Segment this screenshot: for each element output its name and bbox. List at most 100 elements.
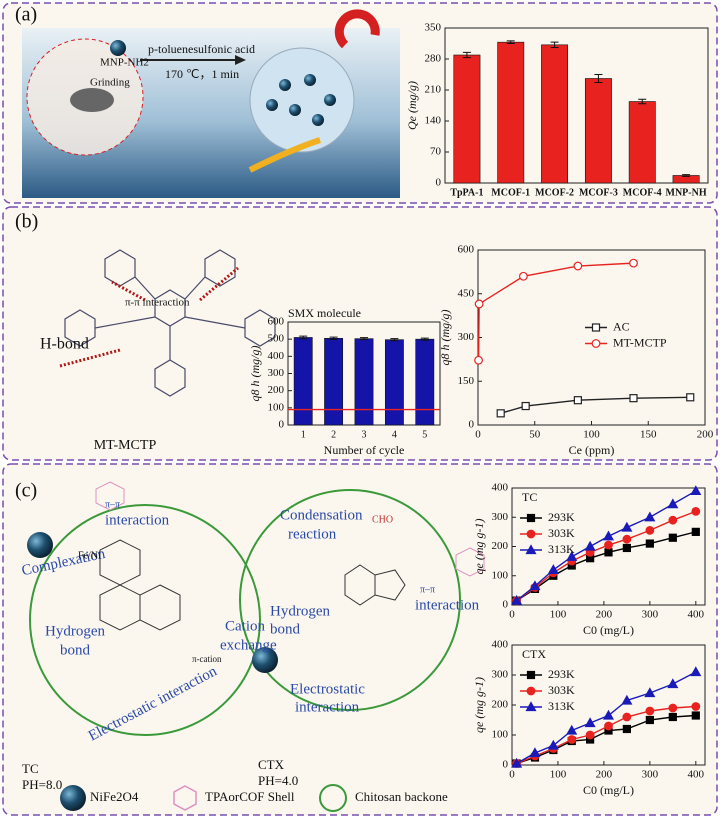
drug-label: TC: [22, 761, 39, 776]
y-tick-label: 600: [268, 316, 285, 328]
series-line: [516, 510, 697, 602]
error-bar: [360, 337, 368, 341]
bar: [384, 339, 404, 426]
marker: [519, 271, 528, 281]
y-tick-label: 200: [268, 384, 285, 396]
step-label: Grinding: [90, 77, 130, 89]
y-axis-label: qe (mg g-1): [472, 677, 486, 733]
y-axis-label: Qe (mg/g): [405, 81, 419, 130]
marker: [525, 544, 537, 555]
marker: [511, 594, 523, 605]
molecule-structure: [99, 539, 406, 631]
chart-title: CTX: [522, 647, 546, 661]
marker: [690, 666, 702, 677]
interaction-label: reaction: [288, 526, 337, 542]
bar: [497, 41, 525, 184]
legend-label: 303K: [548, 683, 575, 697]
error-bar: [594, 74, 603, 83]
marker: [668, 533, 677, 542]
marker: [526, 670, 536, 680]
bar: [415, 338, 435, 426]
marker: [604, 721, 613, 731]
marker: [474, 355, 483, 365]
error-bar: [390, 338, 399, 342]
arrow-head: [235, 55, 246, 65]
series-line: [516, 705, 696, 765]
marker: [526, 513, 536, 523]
legend-icon: [319, 784, 347, 812]
marker: [584, 540, 596, 551]
marker: [529, 747, 541, 758]
shell-icon: [95, 481, 125, 511]
marker: [474, 299, 484, 309]
x-tick-label: 50: [529, 429, 541, 441]
x-axis-label: Ce (ppm): [569, 443, 615, 457]
series-line: [516, 490, 697, 602]
marker: [621, 694, 633, 705]
marker: [686, 393, 695, 402]
interaction-label: H-bond: [40, 336, 89, 353]
x-tick-label: MCOF-3: [579, 187, 618, 198]
legend-label: NiFe2O4: [90, 789, 139, 804]
x-tick-label: 100: [550, 769, 567, 781]
panel-frame: [2, 206, 718, 461]
marker: [629, 394, 638, 403]
x-tick-label: MNP-NH: [666, 187, 707, 198]
y-tick-label: 150: [458, 375, 475, 387]
y-tick-label: 100: [268, 401, 285, 413]
series-line: [516, 714, 696, 765]
x-axis-label: C0 (mg/L): [583, 783, 634, 797]
series-line: [516, 531, 696, 602]
marker: [622, 724, 631, 734]
marker: [547, 564, 559, 574]
x-tick-label: 0: [509, 609, 515, 621]
legend-label: 293K: [548, 510, 575, 524]
marker: [691, 507, 701, 516]
x-tick-label: 0: [475, 429, 481, 441]
y-tick-label: 0: [503, 759, 509, 771]
x-tick-label: 400: [688, 769, 705, 781]
error-bar: [550, 41, 559, 48]
interaction-label: interaction: [105, 512, 170, 528]
marker: [667, 498, 679, 509]
chart-title: SMX molecule: [288, 306, 361, 320]
marker: [525, 701, 537, 712]
marker: [645, 539, 654, 548]
marker: [566, 724, 578, 735]
interaction-label: π-π interaction: [125, 297, 190, 309]
ph-label: PH=8.0: [22, 777, 62, 792]
y-tick-label: 300: [458, 331, 475, 343]
marker: [566, 551, 578, 561]
bar: [453, 54, 481, 184]
x-axis-label: Number of cycle: [324, 443, 405, 457]
error-bar: [329, 336, 338, 341]
interaction-label: Condensation: [280, 507, 363, 523]
panel-label: (b): [15, 211, 38, 233]
error-bar: [420, 337, 429, 341]
legend-label: 293K: [548, 667, 575, 681]
chart-title: TC: [522, 490, 537, 504]
x-tick-label: 200: [596, 609, 613, 621]
legend-icon: [60, 785, 86, 811]
x-tick-label: 200: [596, 769, 613, 781]
y-tick-label: 300: [268, 367, 285, 379]
marker: [511, 757, 523, 768]
y-axis-label: qe (mg g-1): [472, 519, 486, 575]
particle: [110, 40, 126, 56]
marker: [644, 511, 656, 522]
legend-label: 313K: [548, 699, 575, 713]
mortar: [70, 88, 114, 112]
error-bar: [299, 335, 308, 340]
x-tick-label: 1: [301, 429, 306, 440]
y-tick-label: 500: [268, 333, 285, 345]
marker: [668, 703, 678, 713]
legend-icon: [173, 785, 197, 811]
panel-label: (c): [15, 480, 37, 502]
marker: [691, 527, 700, 536]
y-tick-label: 200: [492, 540, 509, 552]
legend-label: MT-MCTP: [613, 335, 667, 349]
y-tick-label: 200: [492, 699, 509, 711]
error-bar: [506, 40, 515, 44]
chem-label: π-cation: [192, 654, 222, 664]
marker: [691, 711, 700, 720]
